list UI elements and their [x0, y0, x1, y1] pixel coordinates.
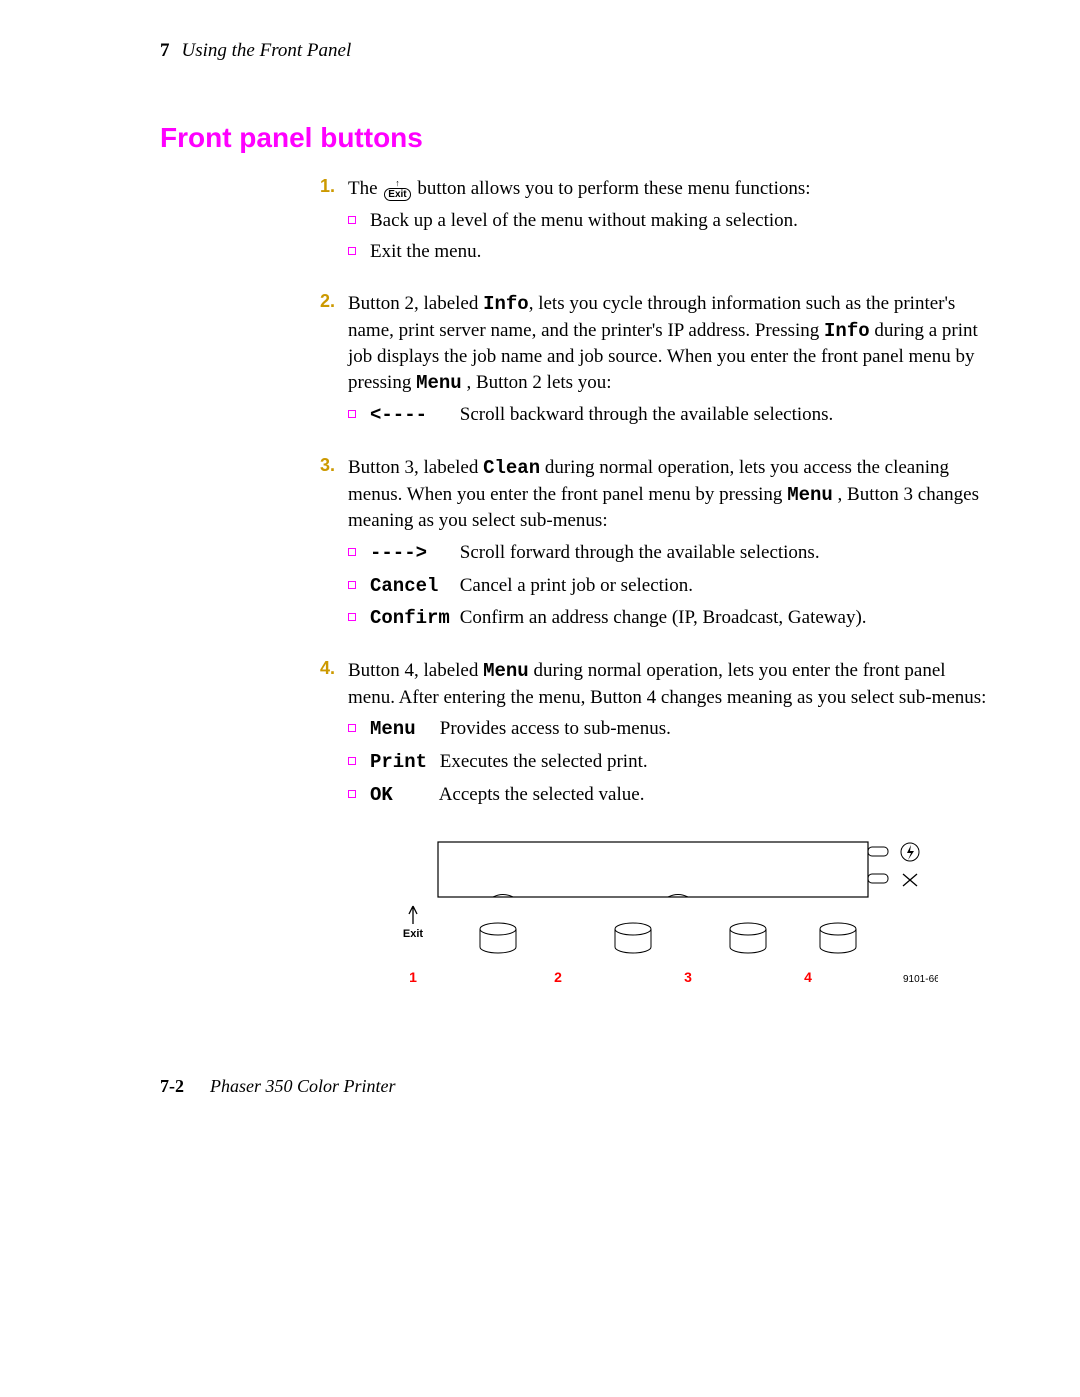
sub-item: ----> Scroll forward through the availab… — [348, 540, 990, 567]
sub-text: Executes the selected print. — [440, 751, 648, 772]
ordered-list: 1.The ↑Exit button allows you to perform… — [160, 176, 990, 814]
chapter-title: Using the Front Panel — [182, 40, 352, 62]
mono-label: Menu — [416, 372, 462, 394]
diagram-id: 9101-66 — [903, 974, 938, 985]
mono-label: Info — [824, 320, 870, 342]
bullet-icon — [348, 724, 356, 732]
figure-button-label: 2 — [554, 969, 562, 985]
item-text: Button 3, labeled Clean during normal op… — [348, 455, 990, 534]
sub-label: Cancel — [370, 574, 455, 600]
sub-list: Menu Provides access to sub-menus. Print … — [348, 716, 990, 808]
bullet-icon — [348, 548, 356, 556]
footer-title: Phaser 350 Color Printer — [210, 1076, 396, 1097]
bullet-icon — [348, 613, 356, 621]
sub-text: Accepts the selected value. — [439, 784, 645, 805]
sub-item: Print Executes the selected print. — [348, 749, 990, 776]
item-number: 3. — [320, 455, 348, 638]
item-text: Button 4, labeled Menu during normal ope… — [348, 658, 990, 710]
figure-button-label: 1 — [409, 969, 417, 985]
item-body: Button 3, labeled Clean during normal op… — [348, 455, 990, 638]
page-footer: 7-2 Phaser 350 Color Printer — [160, 1076, 396, 1097]
page-number: 7-2 — [160, 1076, 184, 1097]
list-item: 3.Button 3, labeled Clean during normal … — [160, 455, 990, 638]
sub-item: Menu Provides access to sub-menus. — [348, 716, 990, 743]
sub-label: OK — [370, 783, 435, 809]
exit-icon: ↑Exit — [384, 179, 410, 201]
sub-item: Confirm Confirm an address change (IP, B… — [348, 605, 990, 632]
page: 7 Using the Front Panel Front panel butt… — [0, 0, 1080, 1397]
sub-text: Confirm an address change (IP, Broadcast… — [460, 607, 867, 628]
mono-label: Menu — [787, 484, 833, 506]
list-item: 1.The ↑Exit button allows you to perform… — [160, 176, 990, 271]
list-item: 4.Button 4, labeled Menu during normal o… — [160, 658, 990, 814]
bullet-icon — [348, 216, 356, 224]
sub-list: <---- Scroll backward through the availa… — [348, 402, 990, 429]
item-text: The ↑Exit button allows you to perform t… — [348, 176, 811, 202]
mono-label: Info — [483, 293, 529, 315]
list-item: 2.Button 2, labeled Info, lets you cycle… — [160, 291, 990, 435]
front-panel-figure: Exit 1 2 3 4 9101-66 — [398, 834, 938, 1014]
sub-label: Print — [370, 750, 435, 776]
item-number: 2. — [320, 291, 348, 435]
bullet-icon — [348, 581, 356, 589]
item-body: The ↑Exit button allows you to perform t… — [348, 176, 811, 271]
item-text: Button 2, labeled Info, lets you cycle t… — [348, 291, 990, 397]
sub-text: Provides access to sub-menus. — [440, 718, 671, 739]
bullet-icon — [348, 757, 356, 765]
section-heading: Front panel buttons — [160, 122, 990, 154]
sub-list: Back up a level of the menu without maki… — [348, 208, 811, 265]
bullet-icon — [348, 410, 356, 418]
figure-exit-label: Exit — [403, 928, 424, 940]
figure-button-label: 3 — [684, 969, 692, 985]
sub-item: OK Accepts the selected value. — [348, 782, 990, 809]
sub-text: Scroll backward through the available se… — [460, 404, 834, 425]
sub-text: Back up a level of the menu without maki… — [370, 210, 798, 231]
sub-text: Cancel a print job or selection. — [460, 575, 693, 596]
item-number: 4. — [320, 658, 348, 814]
sub-text: Exit the menu. — [370, 241, 481, 262]
sub-list: ----> Scroll forward through the availab… — [348, 540, 990, 632]
mono-label: Clean — [483, 457, 540, 479]
sub-item: Back up a level of the menu without maki… — [348, 208, 811, 234]
sub-label: Menu — [370, 717, 435, 743]
mono-label: Menu — [483, 660, 529, 682]
running-header: 7 Using the Front Panel — [160, 40, 990, 62]
sub-label: <---- — [370, 403, 455, 429]
sub-label: Confirm — [370, 606, 455, 632]
figure-button-label: 4 — [804, 969, 812, 985]
sub-label: ----> — [370, 541, 455, 567]
item-body: Button 2, labeled Info, lets you cycle t… — [348, 291, 990, 435]
bullet-icon — [348, 247, 356, 255]
item-number: 1. — [320, 176, 348, 271]
panel-svg: Exit 1 2 3 4 9101-66 — [398, 834, 938, 1014]
sub-item: Exit the menu. — [348, 239, 811, 265]
chapter-number: 7 — [160, 40, 170, 62]
sub-item: Cancel Cancel a print job or selection. — [348, 573, 990, 600]
item-body: Button 4, labeled Menu during normal ope… — [348, 658, 990, 814]
sub-text: Scroll forward through the available sel… — [460, 542, 820, 563]
sub-item: <---- Scroll backward through the availa… — [348, 402, 990, 429]
bullet-icon — [348, 790, 356, 798]
